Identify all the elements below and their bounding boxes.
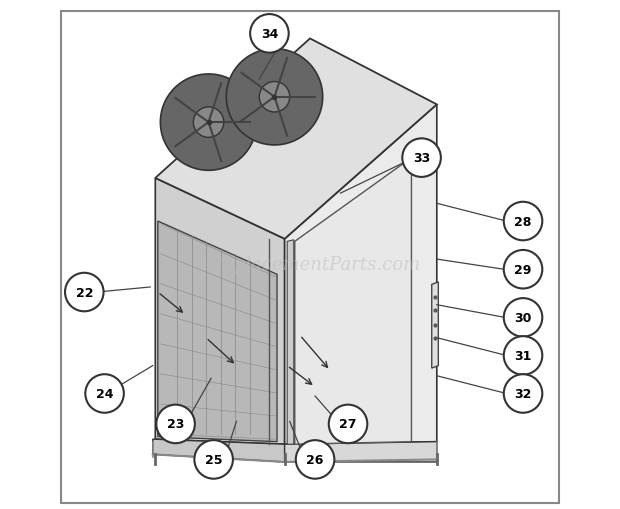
- Circle shape: [329, 405, 367, 443]
- Polygon shape: [285, 442, 437, 462]
- Polygon shape: [155, 39, 437, 239]
- Polygon shape: [153, 439, 285, 462]
- Polygon shape: [155, 179, 285, 444]
- Circle shape: [504, 336, 542, 375]
- Circle shape: [86, 375, 124, 413]
- Text: 34: 34: [261, 28, 278, 41]
- Circle shape: [156, 405, 195, 443]
- Circle shape: [296, 440, 334, 479]
- Polygon shape: [158, 221, 277, 442]
- Circle shape: [250, 15, 289, 53]
- Circle shape: [65, 273, 104, 312]
- Text: 24: 24: [96, 387, 113, 400]
- Text: 32: 32: [515, 387, 532, 400]
- Text: 22: 22: [76, 286, 93, 299]
- Circle shape: [161, 75, 257, 171]
- Circle shape: [226, 49, 322, 146]
- Circle shape: [504, 375, 542, 413]
- Circle shape: [504, 250, 542, 289]
- Polygon shape: [287, 240, 294, 444]
- Circle shape: [193, 108, 224, 138]
- Text: 23: 23: [167, 417, 184, 431]
- Circle shape: [194, 440, 233, 479]
- Text: 25: 25: [205, 453, 223, 466]
- Polygon shape: [285, 105, 437, 444]
- Circle shape: [504, 203, 542, 241]
- Text: eReplacementParts.com: eReplacementParts.com: [200, 256, 420, 274]
- Text: 33: 33: [413, 152, 430, 165]
- Circle shape: [402, 139, 441, 178]
- Text: 29: 29: [515, 263, 532, 276]
- Circle shape: [504, 299, 542, 337]
- Text: 28: 28: [515, 215, 532, 228]
- Circle shape: [259, 82, 290, 113]
- Polygon shape: [432, 282, 438, 369]
- Text: 30: 30: [515, 312, 532, 324]
- Text: 26: 26: [306, 453, 324, 466]
- Text: 27: 27: [339, 417, 356, 431]
- Polygon shape: [294, 158, 412, 444]
- Text: 31: 31: [515, 349, 532, 362]
